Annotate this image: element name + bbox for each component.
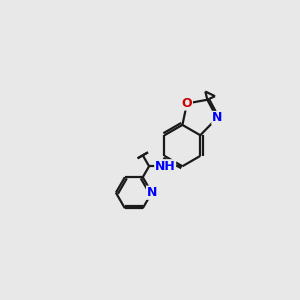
- Text: O: O: [182, 97, 192, 110]
- Text: N: N: [212, 112, 222, 124]
- Text: NH: NH: [155, 160, 176, 173]
- Text: N: N: [146, 186, 157, 199]
